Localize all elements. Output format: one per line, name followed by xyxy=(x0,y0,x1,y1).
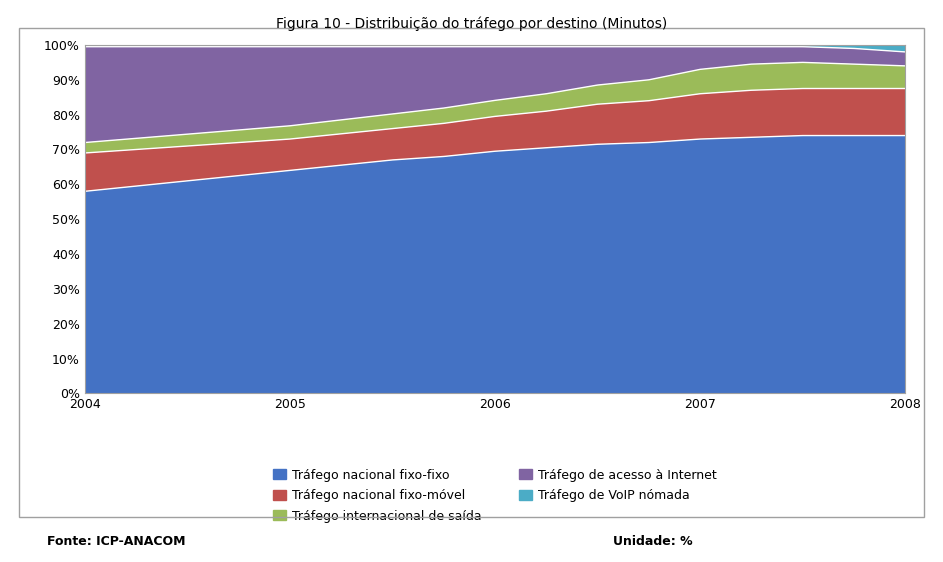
Text: Figura 10 - Distribuição do tráfego por destino (Minutos): Figura 10 - Distribuição do tráfego por … xyxy=(276,17,667,31)
Text: Fonte: ICP-ANACOM: Fonte: ICP-ANACOM xyxy=(47,535,186,548)
Text: Unidade: %: Unidade: % xyxy=(613,535,692,548)
Legend: Tráfego nacional fixo-fixo, Tráfego nacional fixo-móvel, Tráfego internacional d: Tráfego nacional fixo-fixo, Tráfego naci… xyxy=(267,463,723,529)
